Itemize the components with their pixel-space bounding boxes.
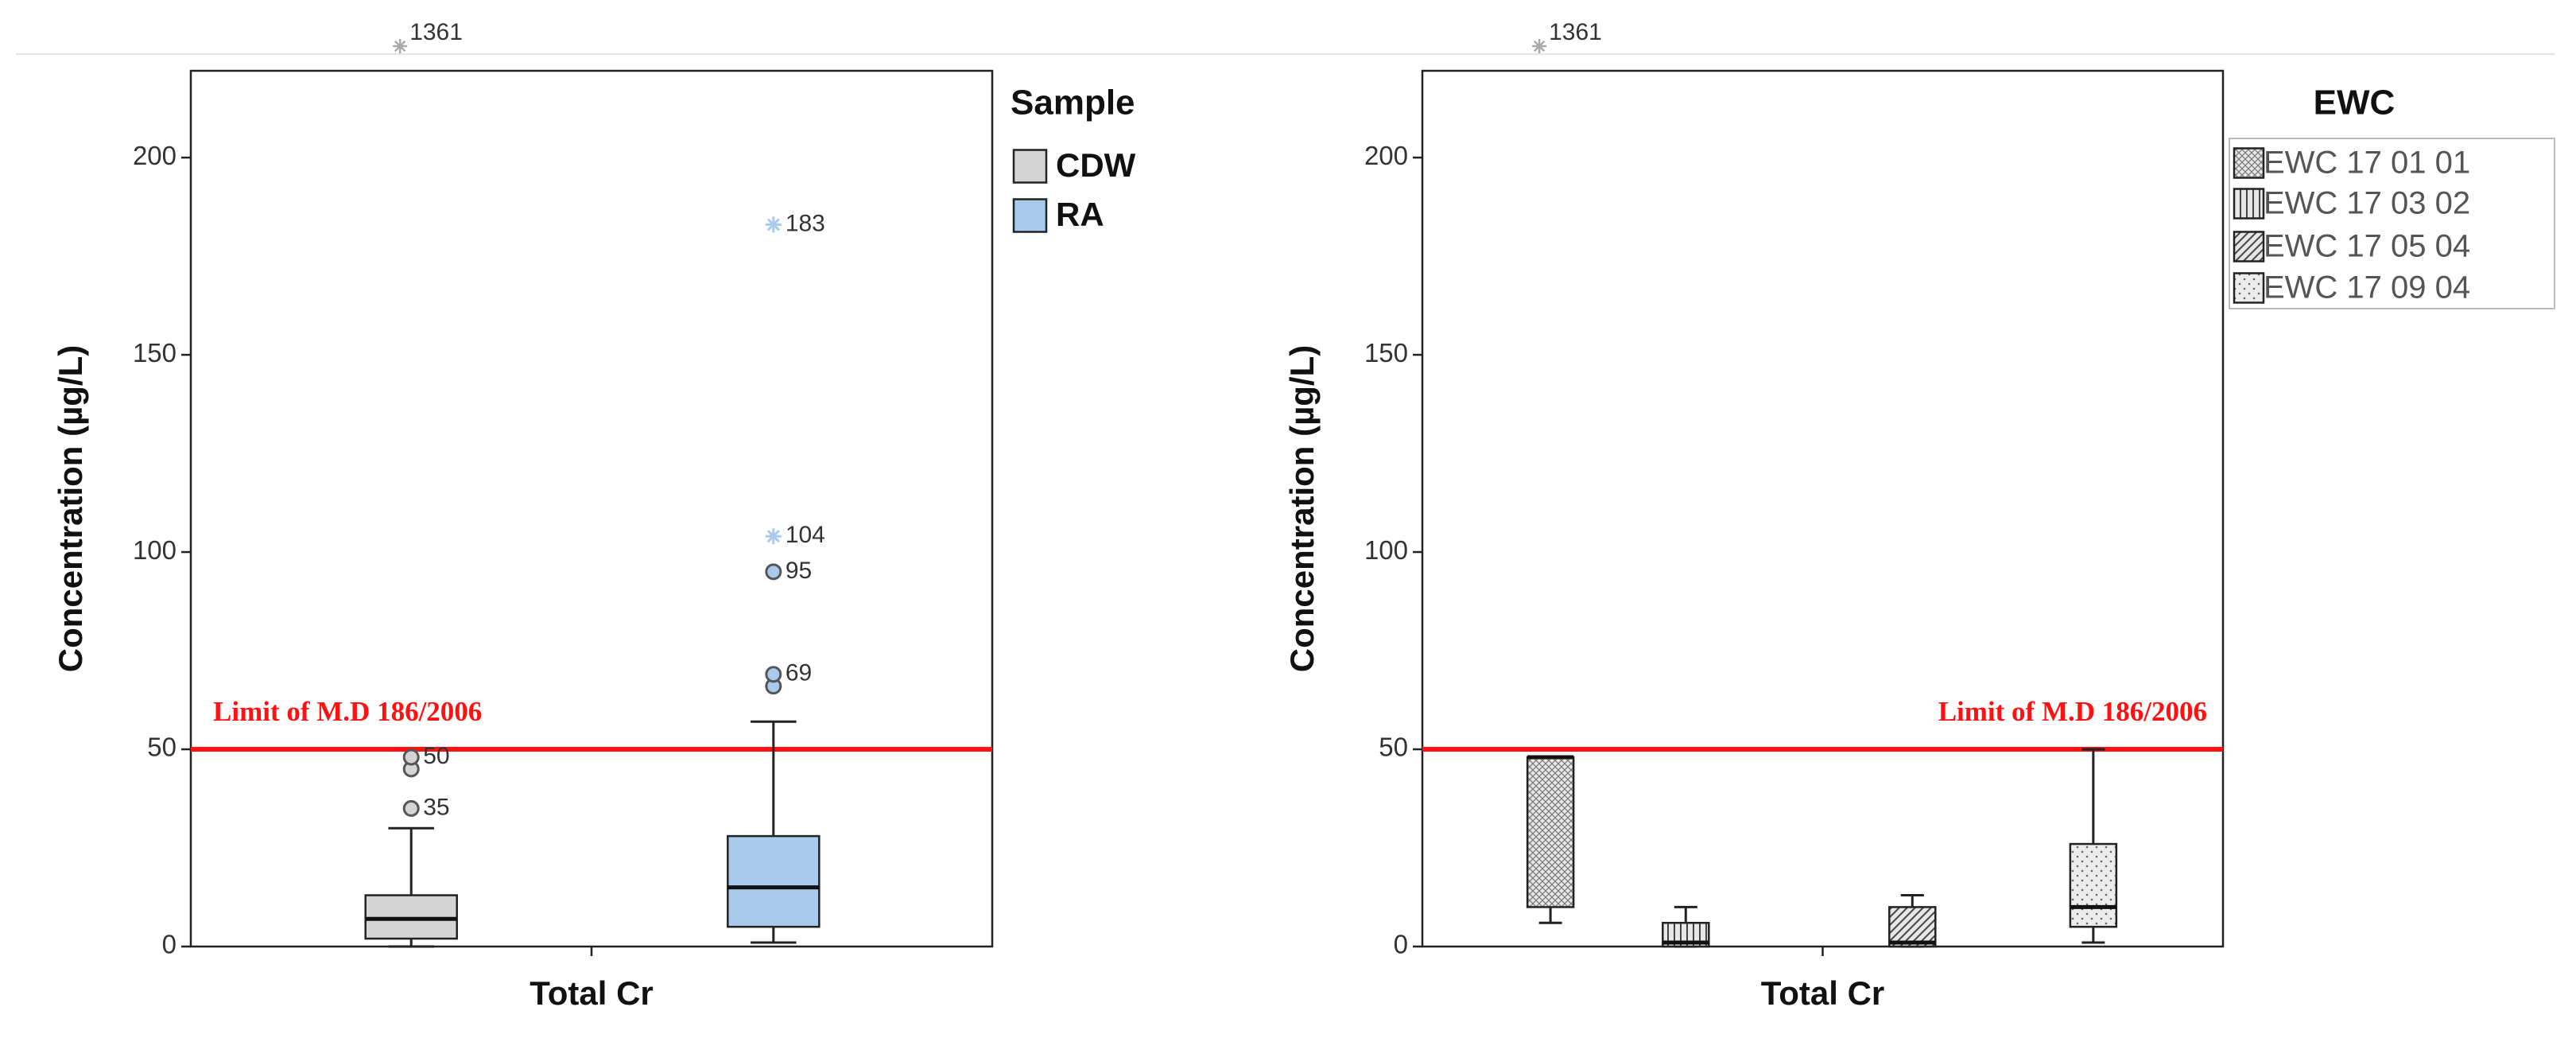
offscale-label: 1361 <box>409 19 463 45</box>
plot-frame <box>189 69 994 948</box>
y-tick-label: 200 <box>133 141 177 170</box>
y-tick-label: 100 <box>1364 535 1408 565</box>
reference-label: Limit of M.D 186/2006 <box>1938 696 2207 727</box>
legend-title: Sample <box>1011 84 1135 122</box>
outlier-label: 69 <box>786 660 812 686</box>
legend-swatch <box>1012 198 1048 233</box>
legend-title: EWC <box>2314 84 2396 122</box>
legend-label: EWC 17 03 02 <box>2264 186 2470 221</box>
outlier-label: 183 <box>786 210 825 236</box>
y-tick-label: 0 <box>162 930 177 959</box>
legend-swatch <box>1012 149 1048 184</box>
legend-swatch <box>2233 231 2265 262</box>
outlier-marker <box>402 799 420 817</box>
legend-label: EWC 17 05 04 <box>2264 229 2470 264</box>
outlier-marker <box>765 563 782 581</box>
legend-swatch <box>2233 188 2265 220</box>
outlier-label: 35 <box>423 794 449 820</box>
box <box>1526 756 1575 908</box>
legend-swatch <box>2233 272 2265 304</box>
y-axis-label: Concentration (µg/L) <box>52 345 89 673</box>
y-tick-label: 200 <box>1364 141 1408 170</box>
offscale-marker <box>1532 39 1547 53</box>
outlier-label: 95 <box>786 558 812 584</box>
box <box>1888 906 1937 948</box>
y-tick-label: 0 <box>1394 930 1408 959</box>
y-tick-label: 150 <box>1364 338 1408 367</box>
extreme-marker <box>765 216 782 233</box>
extreme-marker <box>765 528 782 545</box>
outlier-marker <box>402 748 420 766</box>
outlier-label: 50 <box>423 743 449 769</box>
y-tick-label: 50 <box>147 733 177 762</box>
legend-label: RA <box>1056 196 1104 233</box>
y-tick-label: 150 <box>133 338 177 367</box>
legend-label: CDW <box>1056 146 1136 184</box>
x-tick-label: Total Cr <box>530 974 654 1012</box>
x-tick-label: Total Cr <box>1761 974 1885 1012</box>
outlier-label: 104 <box>786 522 825 548</box>
reference-label: Limit of M.D 186/2006 <box>213 696 482 727</box>
outlier-marker <box>765 666 782 683</box>
y-axis-label: Concentration (µg/L) <box>1283 345 1321 673</box>
y-tick-label: 50 <box>1379 733 1408 762</box>
legend-label: EWC 17 01 01 <box>2264 146 2470 181</box>
legend-swatch <box>2233 147 2265 179</box>
box <box>727 834 821 928</box>
legend-label: EWC 17 09 04 <box>2264 270 2470 305</box>
offscale-label: 1361 <box>1549 19 1602 45</box>
box <box>2069 842 2118 928</box>
legend-frame <box>2229 138 2555 309</box>
y-tick-label: 100 <box>133 535 177 565</box>
offscale-marker <box>393 39 408 53</box>
